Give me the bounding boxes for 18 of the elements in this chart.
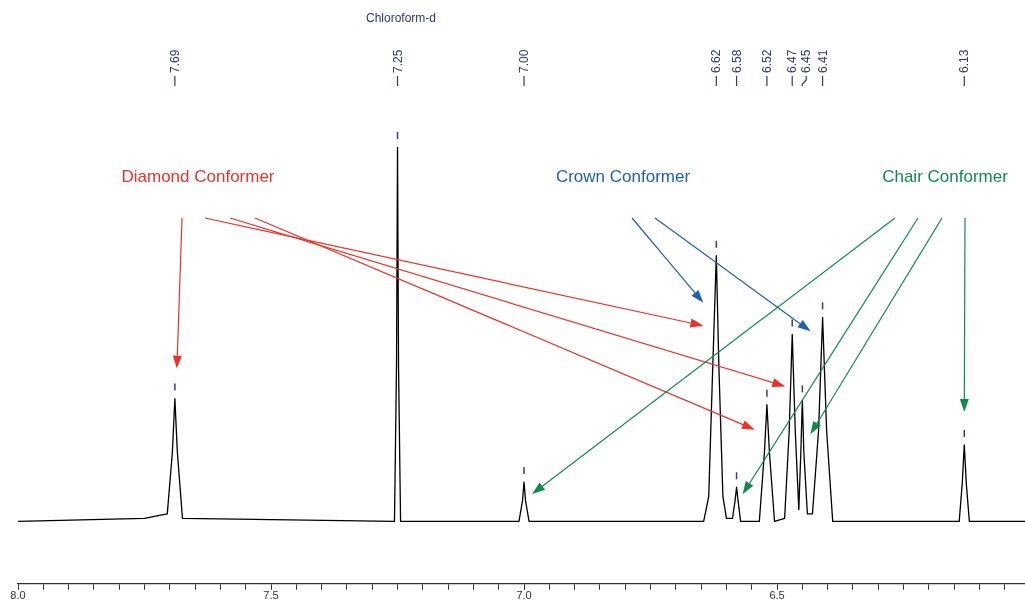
x-tick-label: 7.0 [516, 589, 532, 602]
annotation: Diamond Conformer [121, 167, 275, 186]
text: 6.13 [957, 49, 972, 73]
text: 6.62 [709, 49, 724, 73]
text: 7.69 [167, 49, 182, 73]
text: 6.58 [729, 49, 744, 73]
text: 7.00 [517, 49, 532, 73]
text: 6.41 [815, 49, 830, 73]
x-tick-label: 6.5 [769, 589, 785, 602]
text: Chloroform-d [365, 11, 437, 25]
text: 6.47 [785, 49, 800, 73]
x-tick-label: 8.0 [10, 589, 26, 602]
text: 6.52 [759, 49, 774, 73]
annotation: Crown Conformer [555, 167, 691, 186]
text: 7.25 [390, 49, 405, 73]
x-tick-label: 7.5 [263, 589, 279, 602]
annotation: Chair Conformer [882, 167, 1009, 186]
text: 6.45 [799, 49, 814, 73]
